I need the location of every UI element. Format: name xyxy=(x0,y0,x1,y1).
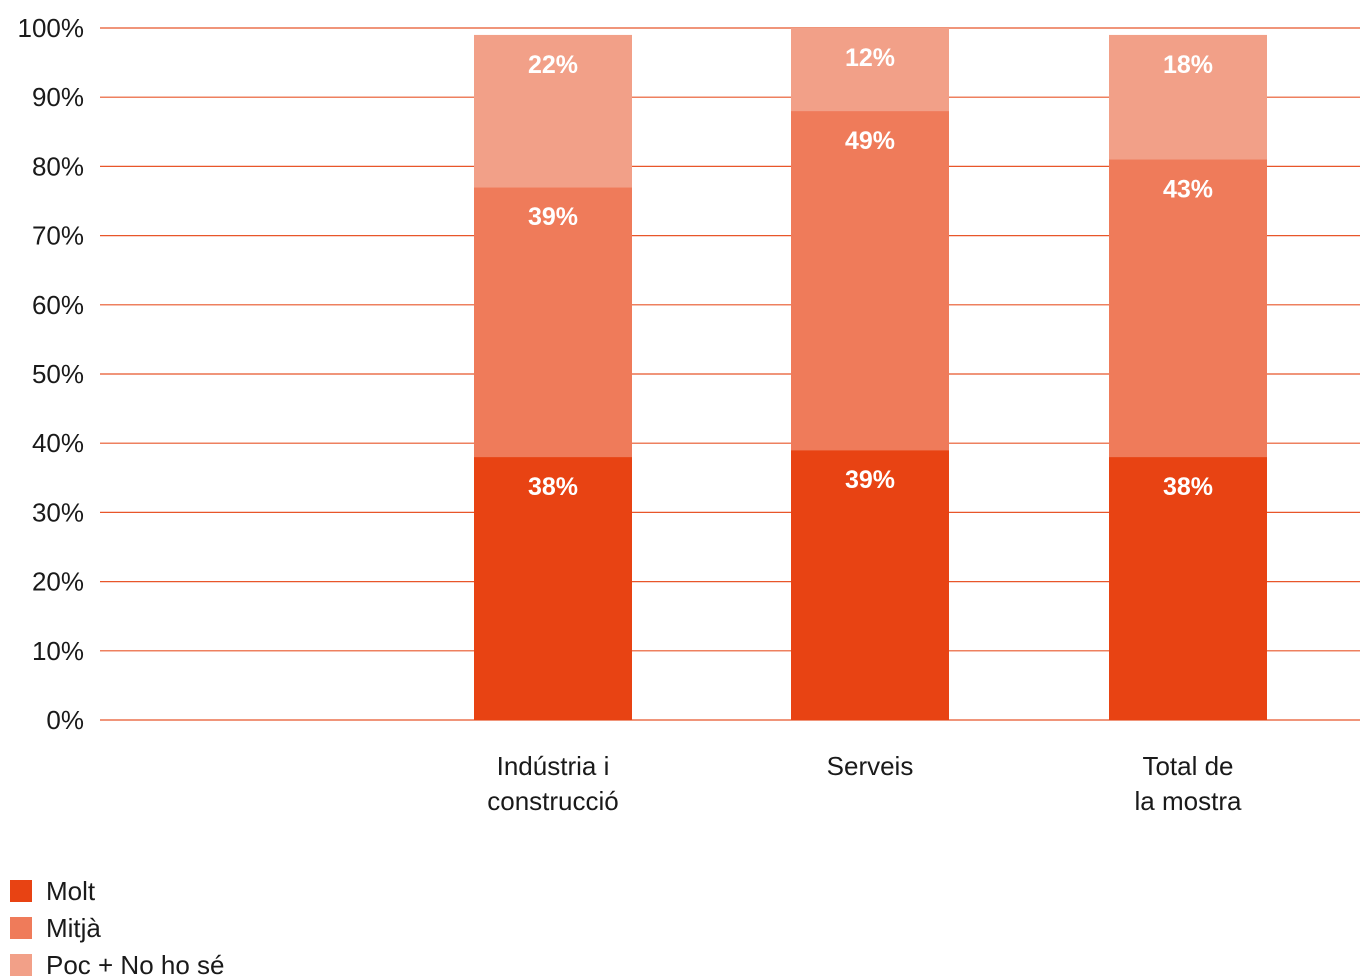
x-category-label: Total de xyxy=(1142,751,1233,781)
bar-segment-mitj- xyxy=(1109,159,1267,458)
y-tick-label: 10% xyxy=(32,636,84,666)
y-tick-label: 70% xyxy=(32,221,84,251)
bar-segment-poc-no-ho-s- xyxy=(791,28,949,112)
legend-swatch xyxy=(10,880,32,902)
data-label: 38% xyxy=(528,473,578,501)
y-tick-label: 30% xyxy=(32,497,84,527)
data-label: 38% xyxy=(1163,473,1213,501)
legend-label: Poc + No ho sé xyxy=(46,950,225,976)
data-label: 43% xyxy=(1163,175,1213,203)
y-tick-label: 100% xyxy=(18,13,85,43)
data-label: 12% xyxy=(845,44,895,72)
x-category-label: Indústria i xyxy=(497,751,610,781)
bar-segment-poc-no-ho-s- xyxy=(1109,34,1267,160)
bar-segment-molt xyxy=(474,457,632,720)
y-tick-label: 20% xyxy=(32,567,84,597)
legend-swatch xyxy=(10,917,32,939)
data-label: 39% xyxy=(845,466,895,494)
x-category-label: la mostra xyxy=(1135,786,1242,816)
bar-segment-mitj- xyxy=(474,187,632,458)
legend-swatch xyxy=(10,954,32,976)
bar-segment-molt xyxy=(1109,457,1267,720)
data-label: 22% xyxy=(528,51,578,79)
legend-label: Molt xyxy=(46,876,96,906)
y-tick-label: 0% xyxy=(46,705,84,735)
y-tick-label: 50% xyxy=(32,359,84,389)
y-tick-label: 40% xyxy=(32,428,84,458)
data-label: 39% xyxy=(528,203,578,231)
bar-segment-poc-no-ho-s- xyxy=(474,34,632,188)
legend-label: Mitjà xyxy=(46,913,101,943)
bars: 38% 39% 22% 39% 49% 12% 38% 43% 18% xyxy=(474,28,1267,720)
bar-segment-mitj- xyxy=(791,111,949,451)
y-axis: 0% 10% 20% 30% 40% 50% 60% 70% 80% 90% 100% xyxy=(18,13,85,735)
x-axis: Indústria i construcció Serveis Total de la … xyxy=(487,751,1242,816)
y-tick-label: 90% xyxy=(32,82,84,112)
x-category-label: Serveis xyxy=(827,751,914,781)
data-label: 18% xyxy=(1163,51,1213,79)
y-tick-label: 80% xyxy=(32,151,84,181)
legend: Molt Mitjà Poc + No ho sé xyxy=(10,876,225,976)
x-category-label: construcció xyxy=(487,786,619,816)
bar-segment-molt xyxy=(791,450,949,720)
data-label: 49% xyxy=(845,127,895,155)
y-tick-label: 60% xyxy=(32,290,84,320)
